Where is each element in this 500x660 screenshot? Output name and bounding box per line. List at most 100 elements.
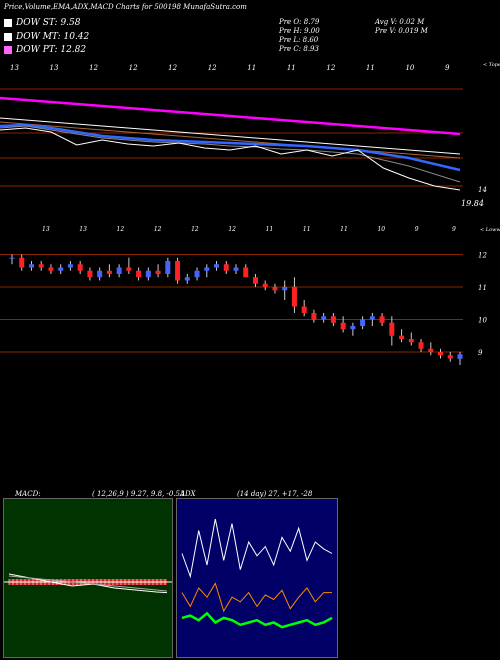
candle-body xyxy=(19,257,25,268)
ema-series-1 xyxy=(0,117,461,155)
candle-body xyxy=(282,287,288,291)
candle-body xyxy=(369,316,375,320)
adx-series-2 xyxy=(181,582,332,613)
candle-top-tick: 11 xyxy=(266,226,274,233)
candle-body xyxy=(223,264,229,271)
candle-body xyxy=(155,270,161,274)
candle-body xyxy=(379,316,385,323)
candle-ylabel: 11 xyxy=(478,284,487,292)
candle-top-tick: 13 xyxy=(79,226,87,233)
candle-top-tick: 12 xyxy=(191,226,199,233)
adx-series-1 xyxy=(181,611,333,629)
ema-series-0 xyxy=(0,96,461,136)
ohlc-close: Pre C: 8.93 xyxy=(279,45,319,53)
candle-body xyxy=(330,316,336,323)
candle-top-tick: 12 xyxy=(154,226,162,233)
candle-body xyxy=(447,355,453,359)
candle-body xyxy=(350,326,356,330)
macd-chart xyxy=(4,573,172,594)
candle-body xyxy=(9,257,15,259)
adx-panel xyxy=(176,498,338,658)
candle-top-tick: 12 xyxy=(117,226,125,233)
ema-top-tick: 9 xyxy=(445,64,450,72)
candle-body xyxy=(204,267,210,271)
candle-body xyxy=(340,322,346,330)
candle-body xyxy=(126,267,132,271)
candle-body xyxy=(106,270,112,274)
legend-swatch-mt xyxy=(4,33,12,41)
candle-body xyxy=(87,270,93,278)
candle-ylabel: 12 xyxy=(478,252,487,260)
ema-ylabel: 14 xyxy=(478,186,487,194)
candle-body xyxy=(272,287,278,291)
candle-body xyxy=(243,267,249,278)
ema-ylabel: 19.84 xyxy=(461,199,484,208)
page-title: Price,Volume,EMA,ADX,MACD Charts for 500… xyxy=(4,3,247,11)
legend-dow-st: DOW ST: 9.58 xyxy=(4,18,81,28)
candle-body xyxy=(67,264,73,268)
candle-body xyxy=(77,264,83,271)
candle-body xyxy=(116,267,122,274)
candlestick-chart: 12 11 10 9 13 13 12 12 12 12 11 11 11 10 9 9 < Loww xyxy=(0,226,500,365)
candle-body xyxy=(428,348,434,352)
candle-body xyxy=(438,352,444,356)
volume-pre: Pre V: 0.019 M xyxy=(375,27,428,35)
ema-series-3 xyxy=(0,123,461,172)
candle-body xyxy=(408,339,414,343)
candle-body xyxy=(38,264,44,268)
ema-chart: 13 13 12 12 12 12 11 11 12 11 10 9 < Tope 14 19.84 xyxy=(0,62,500,208)
candle-body xyxy=(194,270,200,278)
candle-top-tick: 12 xyxy=(228,226,236,233)
ema-top-tick: 13 xyxy=(50,64,59,72)
candle-body xyxy=(184,277,190,281)
candle-body xyxy=(457,354,463,359)
ema-top-tick: 12 xyxy=(129,64,138,72)
macd-panel xyxy=(3,498,173,658)
candle-ylabel: 10 xyxy=(478,317,487,325)
candle-top-tick: 11 xyxy=(340,226,348,233)
ema-series-2 xyxy=(0,121,461,159)
candle-body xyxy=(233,267,239,271)
ema-corner-label: < Tope xyxy=(483,62,500,68)
ema-series-5 xyxy=(0,127,461,191)
candle-body xyxy=(97,270,103,278)
ohlc-high: Pre H: 9.00 xyxy=(279,27,320,35)
ema-top-tick: 11 xyxy=(366,64,375,72)
adx-title: ADX xyxy=(180,490,196,498)
candle-body xyxy=(291,287,297,307)
ema-top-tick: 11 xyxy=(287,64,296,72)
candle-top-tick: 10 xyxy=(377,226,385,233)
volume-avg: Avg V: 0.02 M xyxy=(375,18,425,26)
macd-params: ( 12,26,9 ) 9.27, 9.8, -0.53 xyxy=(92,490,185,498)
candle-top-tick: 11 xyxy=(303,226,311,233)
candle-top-tick: 9 xyxy=(415,226,419,233)
legend-dow-mt: DOW MT: 10.42 xyxy=(4,32,89,42)
ema-top-tick: 13 xyxy=(10,64,19,72)
adx-params: (14 day) 27, +17, -28 xyxy=(237,490,313,498)
candle-top-tick: 13 xyxy=(42,226,50,233)
candle-body xyxy=(136,270,142,278)
candle-body xyxy=(165,261,171,274)
adx-series-0 xyxy=(181,518,333,579)
candle-body xyxy=(262,283,268,287)
ohlc-low: Pre L: 8.60 xyxy=(279,36,319,44)
candle-corner-label: < Loww xyxy=(480,227,500,233)
candle-body xyxy=(321,316,327,320)
ohlc-open: Pre O: 8.79 xyxy=(279,18,320,26)
candle-body xyxy=(311,313,317,320)
candle-body xyxy=(214,264,220,268)
candle-body xyxy=(145,270,151,278)
ema-top-tick: 12 xyxy=(89,64,98,72)
candle-ylabel: 9 xyxy=(478,349,483,357)
candle-body xyxy=(301,306,307,313)
legend-dow-pt: DOW PT: 12.82 xyxy=(4,45,86,55)
ema-top-tick: 12 xyxy=(208,64,217,72)
candle-body xyxy=(175,261,181,281)
macd-title: MACD: xyxy=(15,490,41,498)
legend-swatch-st xyxy=(4,19,12,27)
candle-body xyxy=(389,322,395,336)
candle-body xyxy=(252,277,258,284)
ema-top-tick: 12 xyxy=(326,64,335,72)
candle-top-tick: 9 xyxy=(452,226,456,233)
